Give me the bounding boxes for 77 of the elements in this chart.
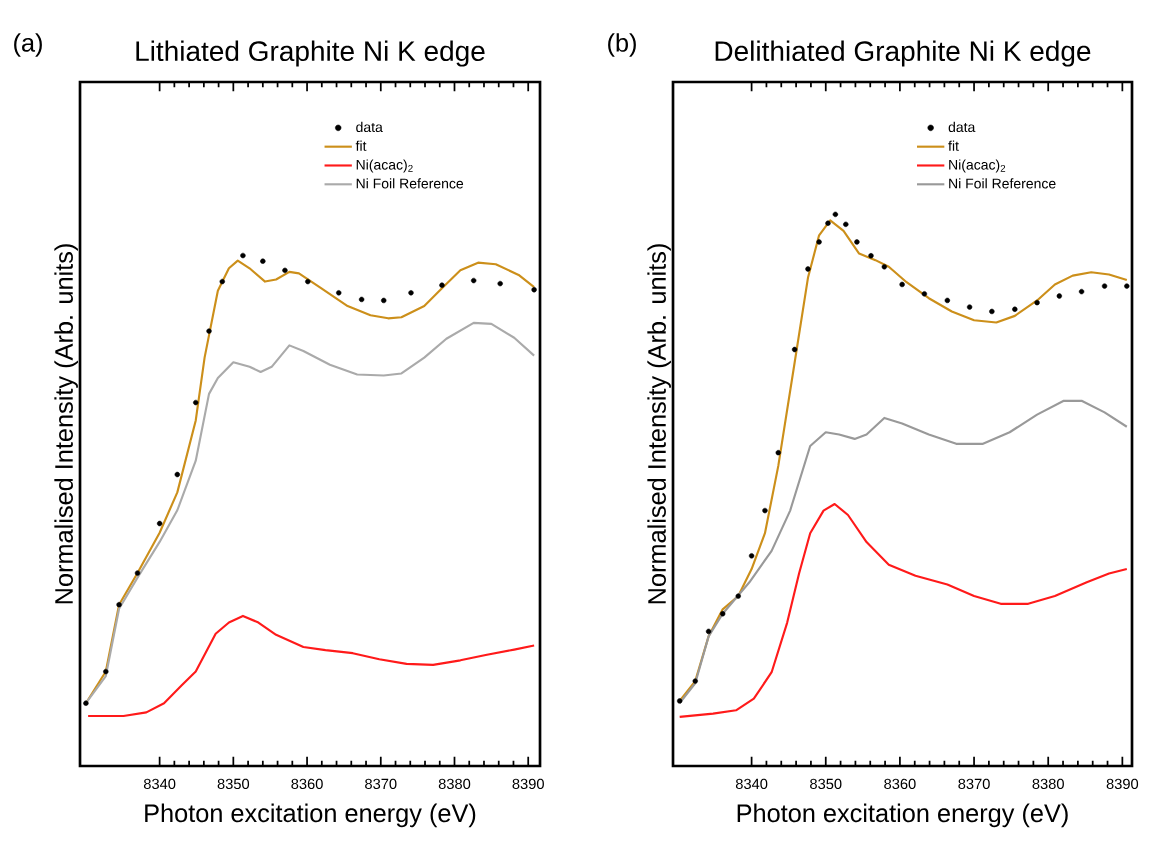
point xyxy=(944,297,951,304)
point xyxy=(805,266,811,272)
x-tick-label: 8370 xyxy=(958,778,990,790)
point xyxy=(439,282,445,288)
point xyxy=(1101,283,1108,289)
text: (a) xyxy=(14,33,42,57)
point xyxy=(219,278,225,285)
point xyxy=(408,290,414,296)
point xyxy=(762,507,768,514)
point xyxy=(336,290,342,296)
legend-label: fit xyxy=(948,140,959,151)
point xyxy=(193,399,199,406)
point xyxy=(497,280,503,287)
x-tick-label: 8340 xyxy=(735,778,768,790)
x-tick-label: 8380 xyxy=(438,778,471,790)
y-axis-title: Normalised Intensity (Arb. units) xyxy=(647,244,671,604)
x-axis-title: Photon excitation energy (eV) xyxy=(737,803,1068,828)
point xyxy=(1124,283,1130,289)
text: (b) xyxy=(608,33,636,57)
legend-label: data xyxy=(356,121,383,133)
point xyxy=(1012,306,1018,312)
y-axis-title: Normalised Intensity (Arb. units) xyxy=(54,244,78,604)
point xyxy=(1078,288,1085,295)
point xyxy=(206,328,212,334)
legend-label: data xyxy=(948,121,976,133)
x-tick-label: 8360 xyxy=(291,778,323,790)
point xyxy=(83,700,89,706)
legend-label: fit xyxy=(355,140,367,151)
point xyxy=(899,281,905,288)
point xyxy=(791,346,798,353)
point xyxy=(677,698,683,704)
x-axis-title: Photon excitation energy (eV) xyxy=(145,803,476,828)
point xyxy=(692,678,698,684)
chart-title: Delithiated Graphite Ni K edge xyxy=(715,40,1091,67)
x-tick-label: 8350 xyxy=(217,778,250,790)
x-tick-label: 8350 xyxy=(810,778,842,790)
point xyxy=(825,220,831,226)
point xyxy=(358,296,365,303)
point xyxy=(174,471,180,478)
point xyxy=(305,278,311,285)
point xyxy=(134,570,141,576)
legend-label: Ni(acac)$_{2}$ xyxy=(949,159,1006,173)
point xyxy=(720,611,726,617)
point xyxy=(156,520,163,527)
legend-label: Ni(acac)$_{2}$ xyxy=(356,159,413,173)
point xyxy=(775,450,781,456)
x-tick-label: 8340 xyxy=(143,778,176,790)
point xyxy=(832,211,839,218)
point xyxy=(921,291,928,297)
legend-label: Ni Foil Reference xyxy=(356,178,464,189)
point xyxy=(240,252,246,259)
point xyxy=(816,239,822,245)
point xyxy=(748,553,755,559)
legend-label: Ni Foil Reference xyxy=(949,178,1056,189)
point xyxy=(103,668,109,675)
point xyxy=(881,264,888,270)
x-tick-label: 8380 xyxy=(1032,778,1064,790)
x-tick-label: 8370 xyxy=(365,778,397,790)
chart-title: Lithiated Graphite Ni K edge xyxy=(136,40,485,67)
point xyxy=(843,221,849,227)
point xyxy=(989,308,995,315)
x-tick-label: 8360 xyxy=(884,778,916,790)
point xyxy=(735,593,741,599)
x-tick-label: 8390 xyxy=(1106,778,1139,790)
point xyxy=(705,628,712,635)
point xyxy=(1056,293,1062,299)
point xyxy=(381,297,387,304)
x-tick-label: 8390 xyxy=(512,778,544,790)
point xyxy=(854,239,860,245)
point xyxy=(282,267,288,274)
point xyxy=(868,253,874,259)
point xyxy=(966,304,973,310)
point xyxy=(116,602,122,608)
point xyxy=(1034,299,1040,306)
point xyxy=(260,258,266,264)
point xyxy=(470,277,477,284)
point xyxy=(531,287,537,293)
